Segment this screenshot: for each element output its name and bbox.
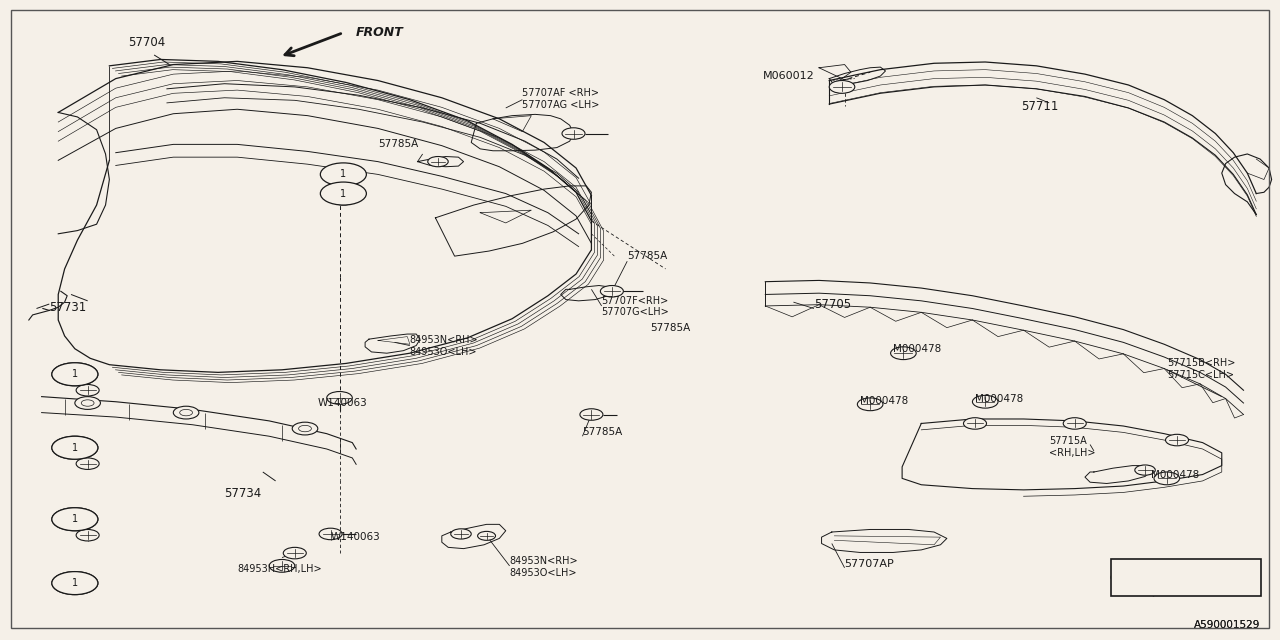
Text: 57705: 57705 [814,298,851,311]
Text: 57711: 57711 [1021,100,1059,113]
Text: 57785A: 57785A [627,251,667,261]
Circle shape [1155,472,1180,484]
Circle shape [51,363,97,386]
Text: 1: 1 [1129,572,1134,582]
Circle shape [292,422,317,435]
Text: 1: 1 [340,189,347,198]
Text: 57707AF <RH>: 57707AF <RH> [522,88,599,99]
Text: M000478: M000478 [893,344,941,354]
Text: 57785A: 57785A [378,140,419,149]
Circle shape [51,572,97,595]
Text: M000478: M000478 [975,394,1023,404]
Text: M060012: M060012 [763,71,814,81]
Circle shape [76,385,99,396]
Circle shape [858,398,883,411]
Circle shape [330,192,356,205]
Text: M000478: M000478 [860,396,909,406]
Circle shape [580,409,603,420]
Text: 57785A: 57785A [650,323,690,333]
Text: W140007: W140007 [1170,572,1222,582]
Circle shape [76,458,99,469]
Circle shape [319,528,342,540]
Text: 84953O<LH>: 84953O<LH> [410,347,477,357]
Text: 1: 1 [72,578,78,588]
Text: 57785A: 57785A [582,427,622,436]
Text: 1: 1 [72,515,78,524]
Circle shape [973,396,998,408]
Text: W140063: W140063 [330,532,380,542]
Text: 1: 1 [72,578,78,588]
Text: 1: 1 [340,170,347,179]
Text: 57715B<RH>: 57715B<RH> [1167,358,1235,369]
Text: 1: 1 [72,369,78,380]
Circle shape [600,285,623,297]
Text: 57707AG <LH>: 57707AG <LH> [522,100,600,111]
Circle shape [891,347,916,360]
Circle shape [51,436,97,460]
Text: 57707AP: 57707AP [845,559,895,569]
Text: 57715C<LH>: 57715C<LH> [1167,370,1234,380]
Text: 84953N<RH>: 84953N<RH> [509,556,579,566]
Circle shape [964,418,987,429]
Circle shape [51,572,97,595]
Text: 57734: 57734 [224,487,261,500]
Text: 57715A: 57715A [1050,436,1087,446]
Bar [1111,559,1261,596]
Circle shape [326,392,352,404]
Text: 1: 1 [72,443,78,452]
Circle shape [1135,465,1156,475]
Text: 1: 1 [72,515,78,524]
Circle shape [451,529,471,539]
Circle shape [1111,567,1152,588]
Circle shape [51,436,97,460]
Text: 57704: 57704 [128,36,166,49]
Circle shape [51,508,97,531]
Circle shape [269,559,294,572]
Circle shape [477,531,495,540]
Text: 84953N<RH>: 84953N<RH> [410,335,479,346]
Circle shape [1064,418,1087,429]
Text: A590001529: A590001529 [1194,620,1260,630]
Circle shape [320,163,366,186]
Circle shape [1166,435,1189,446]
Circle shape [829,81,855,93]
Circle shape [74,397,100,410]
Text: A590001529: A590001529 [1194,620,1260,630]
Text: FRONT: FRONT [356,26,404,39]
Text: M000478: M000478 [1152,470,1199,479]
Text: 57731: 57731 [50,301,87,314]
Text: W140063: W140063 [317,398,367,408]
Circle shape [428,157,448,167]
Circle shape [51,508,97,531]
Circle shape [562,128,585,140]
Circle shape [283,547,306,559]
Text: 57707F<RH>: 57707F<RH> [602,296,669,306]
Text: 84953O<LH>: 84953O<LH> [509,568,577,578]
Circle shape [320,182,366,205]
Text: 57707G<LH>: 57707G<LH> [602,307,669,317]
Text: 84953H<RH,LH>: 84953H<RH,LH> [237,564,321,574]
Text: 1: 1 [72,369,78,380]
Text: 1: 1 [72,443,78,452]
Circle shape [173,406,198,419]
Circle shape [76,529,99,541]
Circle shape [51,363,97,386]
Text: <RH,LH>: <RH,LH> [1050,448,1096,458]
